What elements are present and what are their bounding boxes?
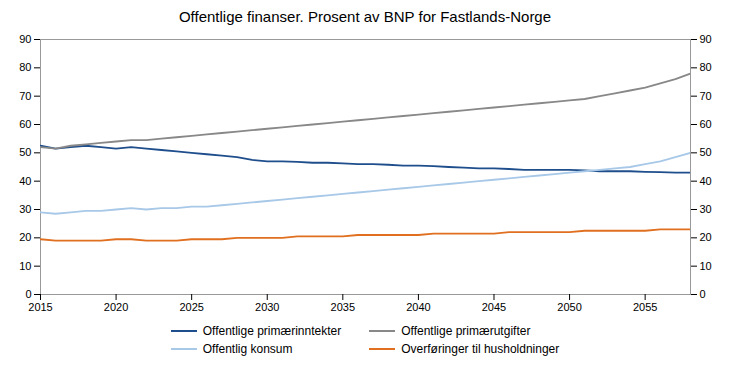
svg-text:2045: 2045 — [482, 301, 506, 313]
svg-text:50: 50 — [700, 146, 712, 158]
svg-text:2020: 2020 — [104, 301, 128, 313]
html-text:Overføringer til husholdninger: Overføringer til husholdninger — [401, 342, 560, 356]
html-text:Offentlige finanser. Prosent a: Offentlige finanser. Prosent av BNP for … — [178, 8, 552, 25]
svg-text:90: 90 — [19, 33, 31, 45]
svg-text:60: 60 — [700, 118, 712, 130]
svg-text:80: 80 — [700, 61, 712, 73]
svg-text:2050: 2050 — [557, 301, 581, 313]
svg-text:20: 20 — [19, 231, 31, 243]
svg-text:2015: 2015 — [28, 301, 52, 313]
svg-text:40: 40 — [19, 175, 31, 187]
svg-text:0: 0 — [700, 288, 706, 300]
svg-text:2025: 2025 — [179, 301, 203, 313]
svg-text:2055: 2055 — [633, 301, 657, 313]
svg-text:0: 0 — [25, 288, 31, 300]
svg-text:90: 90 — [700, 33, 712, 45]
svg-text:2030: 2030 — [255, 301, 279, 313]
svg-text:30: 30 — [700, 203, 712, 215]
svg-text:10: 10 — [700, 260, 712, 272]
svg-text:80: 80 — [19, 61, 31, 73]
svg-text:10: 10 — [19, 260, 31, 272]
html-text:Offentlige primærutgifter: Offentlige primærutgifter — [401, 324, 531, 338]
svg-text:2040: 2040 — [406, 301, 430, 313]
svg-text:70: 70 — [700, 90, 712, 102]
svg-text:30: 30 — [19, 203, 31, 215]
svg-text:60: 60 — [19, 118, 31, 130]
svg-text:20: 20 — [700, 231, 712, 243]
svg-text:50: 50 — [19, 146, 31, 158]
svg-text:40: 40 — [700, 175, 712, 187]
html-text:Offentlige primærinntekter: Offentlige primærinntekter — [202, 324, 342, 338]
svg-text:2035: 2035 — [331, 301, 355, 313]
html-text:Offentlig konsum: Offentlig konsum — [202, 342, 293, 356]
svg-text:70: 70 — [19, 90, 31, 102]
